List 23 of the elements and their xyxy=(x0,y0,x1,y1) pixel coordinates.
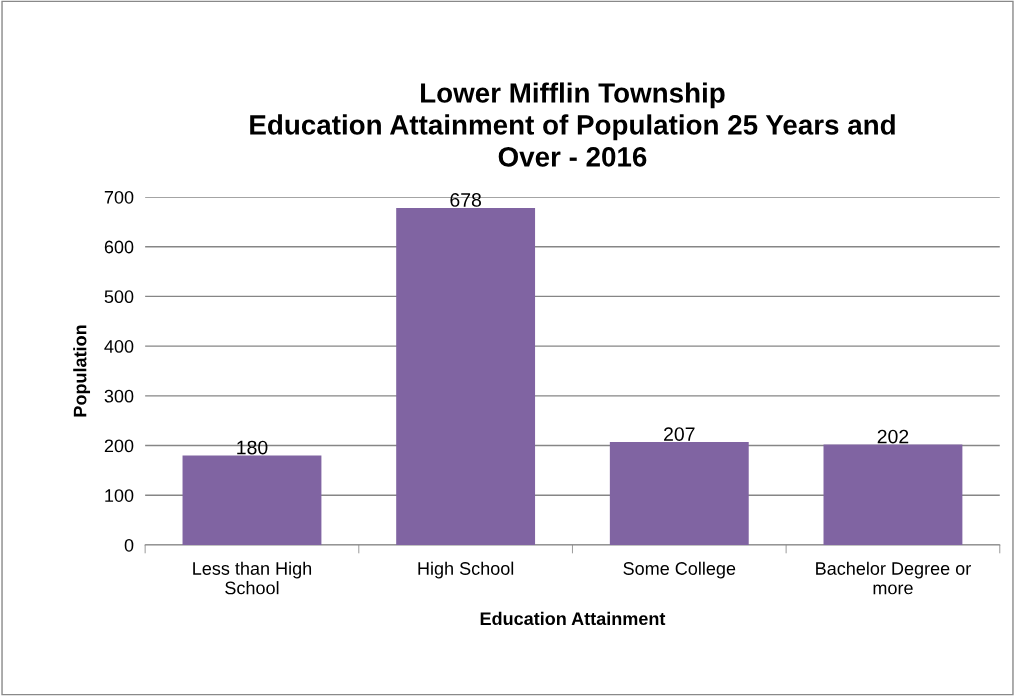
bar xyxy=(823,444,963,545)
y-tick-label: 700 xyxy=(104,190,134,204)
x-tick-label: Some College xyxy=(623,561,736,579)
y-axis-title: Population xyxy=(73,325,91,417)
y-tick-label: 0 xyxy=(124,538,134,552)
data-label: 180 xyxy=(237,440,268,455)
bar xyxy=(396,207,536,545)
chart-title: Lower Mifflin Township Education Attainment of Population 25 Years and Over - 2016 xyxy=(250,82,895,167)
x-tick-label: Less than High School xyxy=(193,561,312,595)
y-tick-label: 200 xyxy=(104,439,134,453)
data-label: 207 xyxy=(664,427,695,441)
x-axis-title: Education Attainment xyxy=(480,611,666,626)
data-label: 202 xyxy=(877,429,909,444)
data-label: 678 xyxy=(450,193,482,207)
y-tick-label: 600 xyxy=(104,240,134,254)
y-tick-label: 500 xyxy=(104,290,134,304)
x-tick-label: High School xyxy=(418,561,514,579)
x-tick-label: Bachelor Degree or more xyxy=(816,561,971,595)
y-tick-label: 400 xyxy=(104,340,134,353)
y-tick-label: 300 xyxy=(104,389,134,403)
bar xyxy=(182,455,322,545)
bar xyxy=(609,442,749,545)
y-tick-label: 100 xyxy=(105,489,134,502)
